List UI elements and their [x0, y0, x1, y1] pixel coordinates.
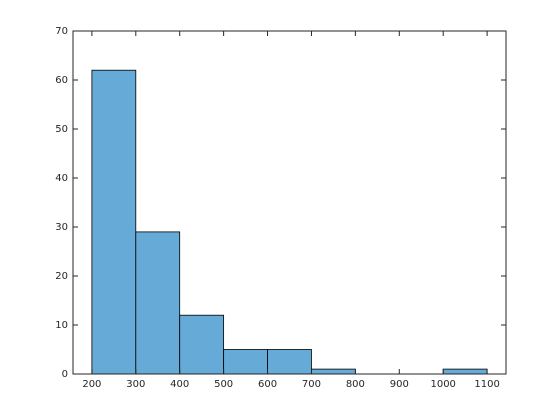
y-tick-label: 0 — [62, 369, 68, 380]
y-tick-label: 30 — [55, 222, 68, 233]
bar — [135, 231, 181, 375]
bar — [223, 349, 268, 375]
bar — [91, 69, 137, 375]
x-tick-label: 400 — [170, 379, 189, 390]
x-tick-label: 700 — [302, 379, 321, 390]
x-tick-label: 300 — [126, 379, 145, 390]
y-tick-label: 70 — [55, 26, 68, 37]
x-tick-label: 200 — [82, 379, 101, 390]
bar — [311, 368, 356, 375]
x-tick-label: 900 — [390, 379, 409, 390]
y-tick-label: 50 — [55, 124, 68, 135]
bar — [267, 349, 312, 375]
y-tick-label: 60 — [55, 75, 68, 86]
y-tick-label: 20 — [55, 271, 68, 282]
y-tick-label: 10 — [55, 320, 68, 331]
x-tick-label: 1100 — [474, 379, 499, 390]
bar — [179, 314, 225, 375]
y-tick-label: 40 — [55, 173, 68, 184]
bar — [442, 368, 488, 375]
x-tick-label: 600 — [258, 379, 277, 390]
x-tick-label: 1000 — [430, 379, 455, 390]
x-tick-label: 800 — [346, 379, 365, 390]
axes-box — [72, 30, 507, 375]
x-tick-label: 500 — [214, 379, 233, 390]
